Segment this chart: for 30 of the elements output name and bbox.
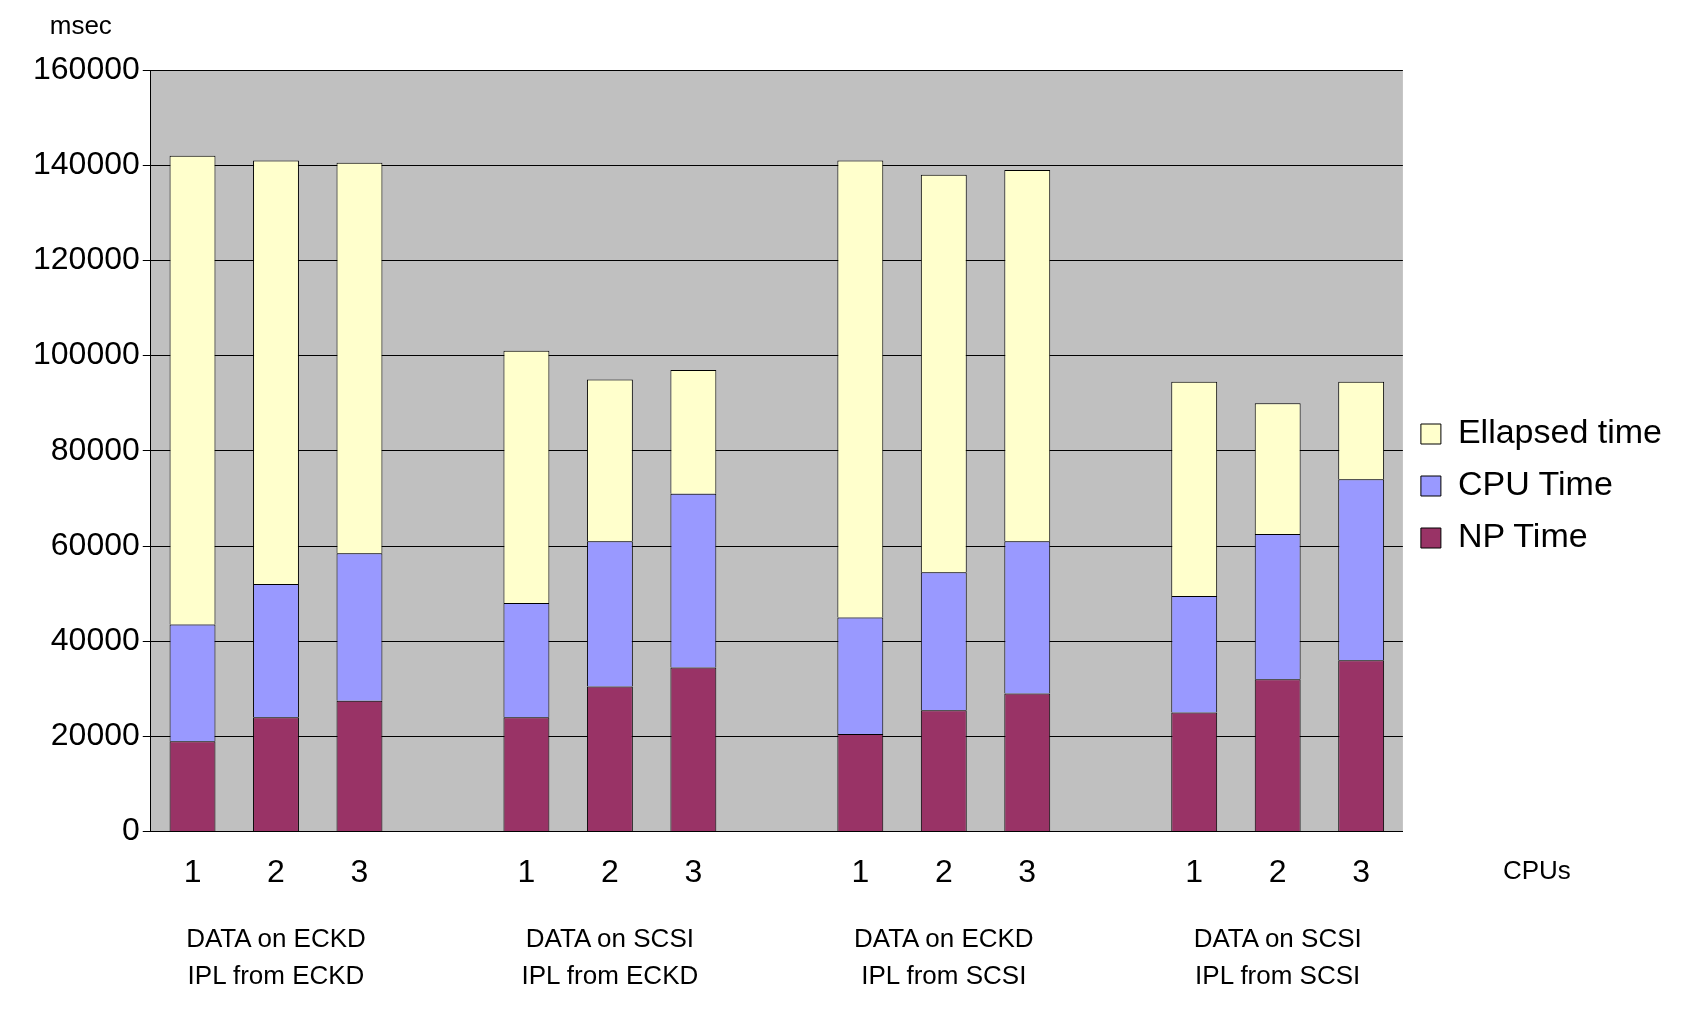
text: DATA on SCSI IPL from SCSI <box>1193 922 1362 990</box>
x-tick-label: 2 <box>267 852 285 889</box>
x-tick-label: 1 <box>183 852 202 889</box>
y-tick-label: 100000 <box>33 335 140 372</box>
x-tick-label: 3 <box>1352 852 1371 889</box>
y-tick-label: 140000 <box>33 145 140 182</box>
x-tick-label: 2 <box>600 852 619 889</box>
x-tick-label: 3 <box>1018 852 1037 889</box>
text: DATA on SCSI IPL from ECKD <box>521 922 699 990</box>
x-tick-label: 2 <box>1268 852 1287 889</box>
x-tick-label: 3 <box>684 852 703 889</box>
x-tick-label: 1 <box>1185 852 1204 889</box>
x-tick-label: 2 <box>934 852 953 889</box>
y-tick-label: 80000 <box>50 430 140 467</box>
x-tick-label: 1 <box>517 852 536 889</box>
legend-label: Ellapsed time <box>1457 412 1663 451</box>
x-tick-label: 1 <box>851 852 870 889</box>
y-tick-label: 120000 <box>33 240 140 277</box>
x-tick-label: 3 <box>350 852 369 889</box>
y-tick-label: 20000 <box>50 716 140 753</box>
y-tick-label: 60000 <box>50 525 140 562</box>
y-tick-label: 0 <box>121 811 140 848</box>
text: DATA on ECKD IPL from SCSI <box>853 922 1034 990</box>
legend-label: NP Time <box>1457 516 1588 555</box>
y-axis-title: msec <box>49 10 112 41</box>
legend-label: CPU Time <box>1457 464 1613 503</box>
y-tick-label: 40000 <box>50 621 140 658</box>
x-axis-title: CPUs <box>1502 854 1571 885</box>
text: DATA on ECKD IPL from ECKD <box>186 922 366 990</box>
y-tick-label: 160000 <box>33 49 140 86</box>
